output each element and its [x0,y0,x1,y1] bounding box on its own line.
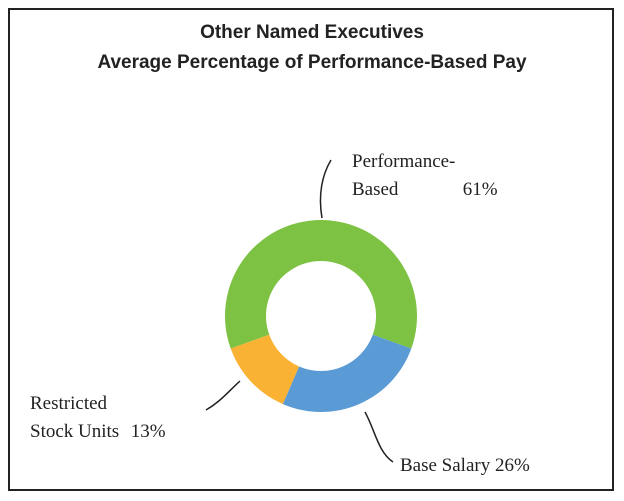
category-label: Restricted Stock Units [30,393,120,442]
leader-line [205,380,241,411]
frame [8,8,614,491]
donut-slice [230,334,300,405]
chart-title: Other Named Executives [200,22,424,43]
value-label: 13% [130,421,166,442]
slice-label: Restricted Stock Units 13% [30,390,166,446]
category-label: Base Salary [400,455,491,476]
leader-line [319,159,332,219]
category-label: Performance-Based [352,151,456,200]
donut-slice [225,219,417,349]
value-label: 26% [494,455,530,476]
slice-label: Performance-Based 61% [352,148,498,204]
donut-slice [282,334,412,412]
slice-label: Base Salary 26% [400,452,530,480]
chart-subtitle: Average Percentage of Performance-Based … [97,52,527,73]
value-label: 61% [462,179,498,200]
leader-line [364,411,394,463]
